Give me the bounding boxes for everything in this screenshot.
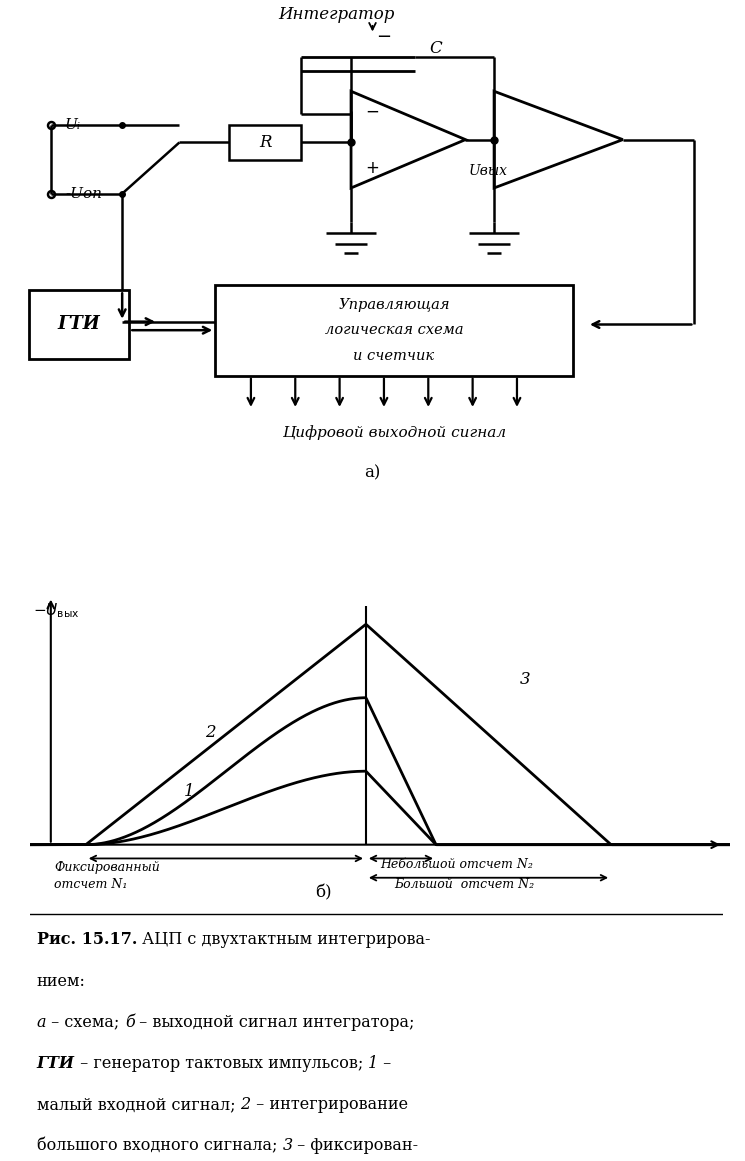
FancyBboxPatch shape <box>29 290 130 359</box>
Text: 3: 3 <box>282 1138 293 1154</box>
Text: а: а <box>37 1014 46 1031</box>
FancyBboxPatch shape <box>229 125 301 159</box>
Text: логическая схема: логическая схема <box>325 323 463 337</box>
Text: Фиксированный: Фиксированный <box>54 860 160 874</box>
Text: +: + <box>365 159 379 178</box>
Text: –: – <box>378 1055 392 1072</box>
Text: 1: 1 <box>184 784 194 800</box>
Text: 2: 2 <box>241 1096 250 1113</box>
Text: C: C <box>430 41 443 57</box>
Text: ГТИ: ГТИ <box>37 1055 74 1072</box>
Text: Управляющая: Управляющая <box>338 297 450 311</box>
Text: ГТИ: ГТИ <box>58 316 101 333</box>
Text: 2: 2 <box>205 723 215 741</box>
Text: Цифровой выходной сигнал: Цифровой выходной сигнал <box>282 425 506 440</box>
Text: большого входного сигнала;: большого входного сигнала; <box>37 1138 282 1154</box>
Text: $-U_{\rm{\mathsf{вых}}}$: $-U_{\rm{\mathsf{вых}}}$ <box>34 601 80 620</box>
Text: −: − <box>375 28 391 46</box>
Text: Интегратор: Интегратор <box>279 6 395 23</box>
Text: – фиксирован-: – фиксирован- <box>293 1138 419 1154</box>
Text: Uᵢ: Uᵢ <box>65 118 81 132</box>
Text: – интегрирование: – интегрирование <box>250 1096 408 1113</box>
Text: – схема;: – схема; <box>46 1014 124 1031</box>
Text: Большой  отсчет N₂: Большой отсчет N₂ <box>394 878 534 890</box>
Text: 1: 1 <box>368 1055 378 1072</box>
Text: а): а) <box>364 464 381 481</box>
Text: нием:: нием: <box>37 973 86 989</box>
Text: и счетчик: и счетчик <box>353 348 434 362</box>
Text: −: − <box>365 102 379 121</box>
Text: АЦП с двухтактным интегрирова-: АЦП с двухтактным интегрирова- <box>137 931 431 949</box>
Text: малый входной сигнал;: малый входной сигнал; <box>37 1096 241 1113</box>
Text: – генератор тактовых импульсов;: – генератор тактовых импульсов; <box>74 1055 368 1072</box>
Text: -Uоп: -Uоп <box>65 187 102 201</box>
Text: б): б) <box>316 885 332 901</box>
Text: – выходной сигнал интегратора;: – выходной сигнал интегратора; <box>135 1014 415 1031</box>
Text: Uвых: Uвых <box>469 164 508 178</box>
Text: 3: 3 <box>520 671 530 688</box>
Text: отсчет N₁: отсчет N₁ <box>54 878 127 890</box>
FancyBboxPatch shape <box>215 284 573 376</box>
Text: б: б <box>124 1014 135 1031</box>
Text: Рис. 15.17.: Рис. 15.17. <box>37 931 137 949</box>
Text: R: R <box>259 134 271 151</box>
Text: Небольшой отсчет N₂: Небольшой отсчет N₂ <box>380 858 533 871</box>
